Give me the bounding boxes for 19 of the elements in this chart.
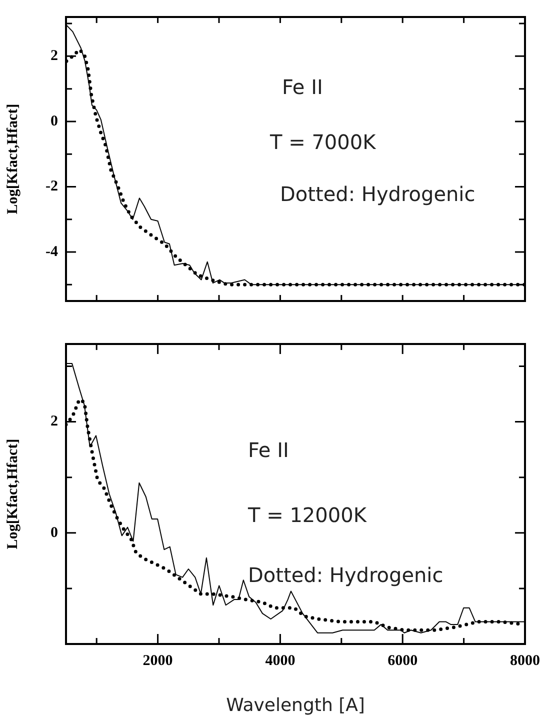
y-tick-label: -4 (46, 244, 58, 260)
y-tick-label: 0 (50, 113, 58, 130)
x-axis-title: Wavelength [A] (226, 694, 365, 716)
y-tick-label: -2 (46, 178, 58, 195)
y-tick-label: 2 (50, 414, 58, 430)
y-tick-label: 2 (50, 48, 58, 64)
y-axis-title: Log[Kfact,Hfact] (4, 104, 21, 214)
annotation: Dotted: Hydrogenic (248, 563, 444, 587)
x-tick-label: 6000 (388, 652, 418, 669)
annotation: Fe II (282, 75, 323, 99)
x-tick-label: 4000 (265, 652, 296, 669)
annotation: Fe II (248, 438, 289, 462)
annotation: Dotted: Hydrogenic (280, 182, 476, 206)
annotation: T = 12000K (248, 503, 366, 527)
y-axis-title: Log[Kfact,Hfact] (4, 438, 21, 550)
y-tick-label: 0 (50, 524, 58, 541)
annotation: T = 7000K (270, 130, 376, 154)
x-tick-label: 2000 (142, 652, 173, 669)
x-tick-label: 8000 (510, 652, 540, 669)
